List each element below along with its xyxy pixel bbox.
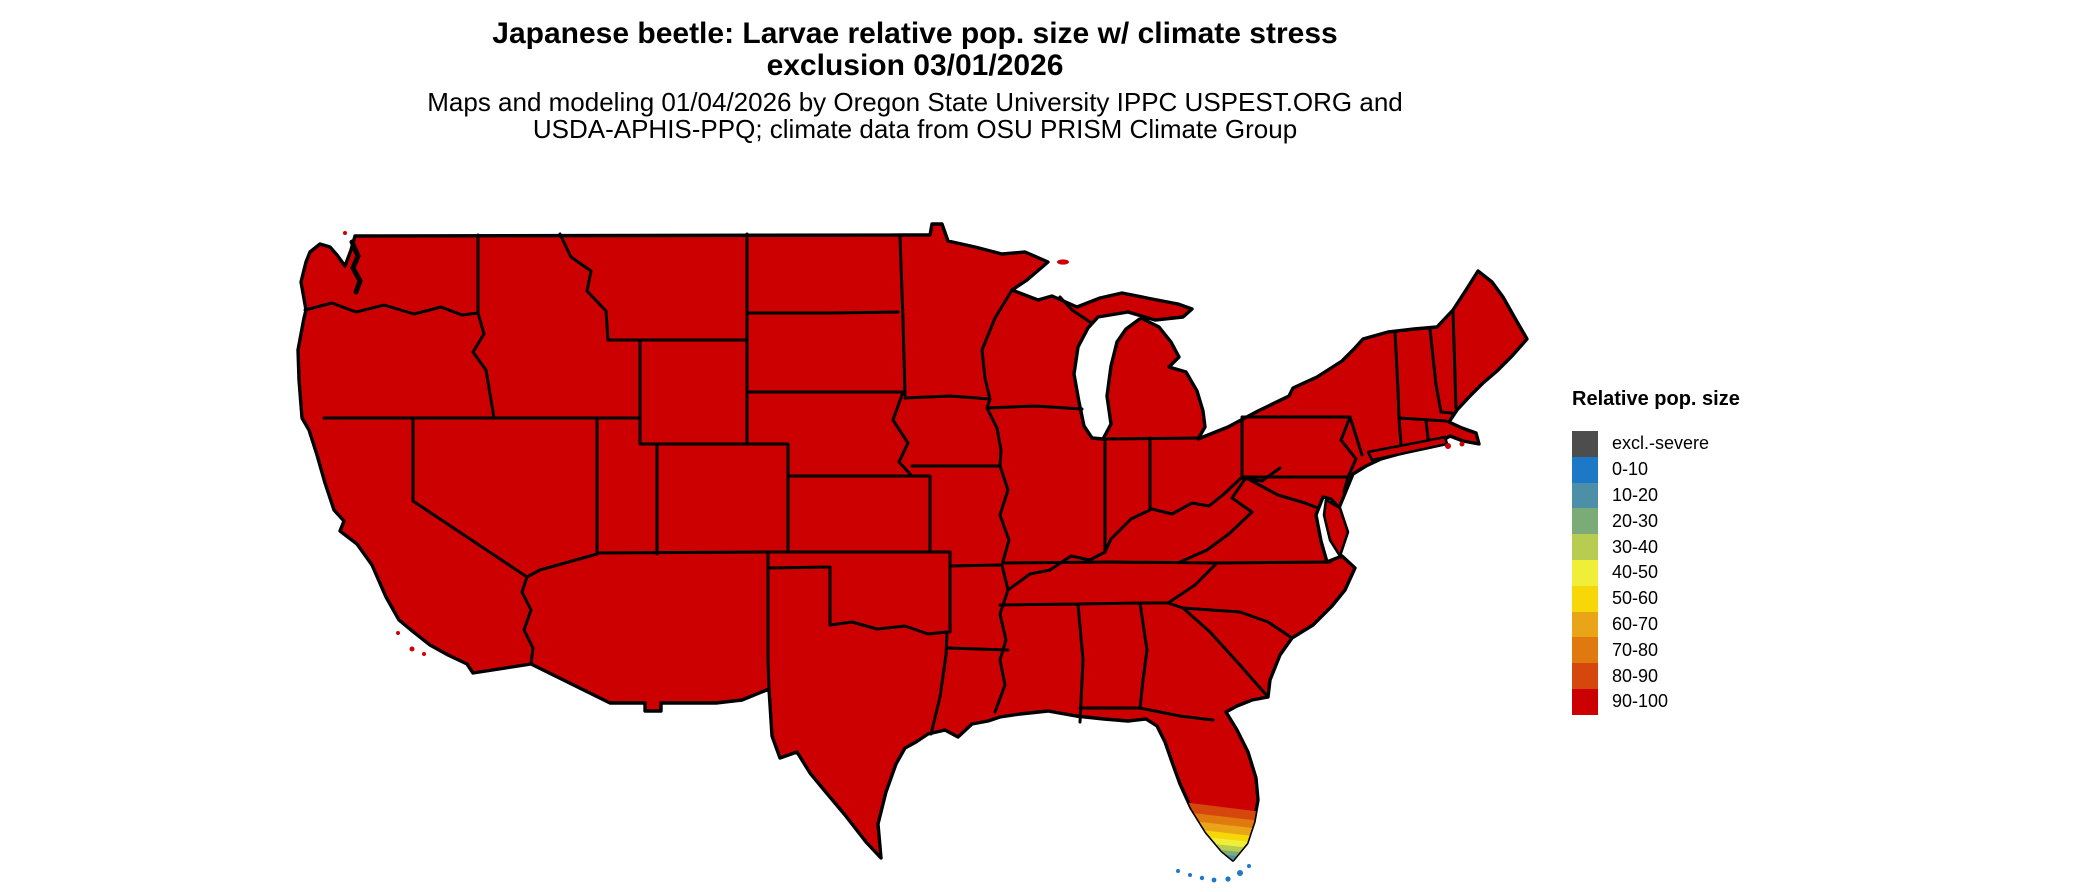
legend-items: excl.-severe 0-10 10-20 20-30 30-40 40-5… <box>1572 431 1709 715</box>
legend-swatch-70-80 <box>1572 637 1598 664</box>
legend-row: 50-60 <box>1572 585 1709 612</box>
legend-label: excl.-severe <box>1612 433 1710 454</box>
band-80-90 <box>1150 798 1270 860</box>
band-0-10 <box>1150 853 1270 860</box>
legend-label: 30-40 <box>1612 536 1659 557</box>
band-30-40 <box>1150 837 1270 860</box>
legend-label: 70-80 <box>1612 639 1659 660</box>
legend-label: 80-90 <box>1612 665 1659 686</box>
legend-swatch-50-60 <box>1572 585 1598 612</box>
legend-row: 0-10 <box>1572 456 1709 483</box>
florida-keys-dots <box>1176 864 1251 883</box>
legend-label: 60-70 <box>1612 613 1659 634</box>
band-50-60 <box>1150 824 1270 860</box>
legend-label: 10-20 <box>1612 484 1659 505</box>
legend-row: 80-90 <box>1572 663 1709 689</box>
legend-label: 50-60 <box>1612 588 1659 609</box>
legend-swatch-30-40 <box>1572 534 1598 560</box>
legend-row: 60-70 <box>1572 611 1709 638</box>
legend-swatch-80-90 <box>1572 663 1598 689</box>
state-borders <box>303 232 1458 736</box>
figure-title-line2: exclusion 03/01/2026 <box>766 49 1064 82</box>
legend-swatch-90-100 <box>1572 688 1598 715</box>
legend-swatch-40-50 <box>1572 559 1598 586</box>
legend-swatch-10-20 <box>1572 482 1598 509</box>
legend-row: 10-20 <box>1572 482 1709 509</box>
legend-row: 70-80 <box>1572 637 1709 664</box>
legend-swatch-excl-severe <box>1572 431 1598 457</box>
legend-swatch-20-30 <box>1572 508 1598 535</box>
figure-title-line1: Japanese beetle: Larvae relative pop. si… <box>492 17 1338 50</box>
figure-subtitle-line2: USDA-APHIS-PPQ; climate data from OSU PR… <box>532 114 1298 144</box>
puget-sound-inlet <box>349 239 363 295</box>
florida-gradient-bands <box>1150 798 1270 860</box>
legend-row: excl.-severe <box>1572 431 1709 457</box>
coastal-islands <box>343 231 1465 656</box>
band-40-50 <box>1150 831 1270 860</box>
legend-row: 20-30 <box>1572 508 1709 535</box>
legend-row: 40-50 <box>1572 559 1709 586</box>
delmarva-peninsula <box>1322 498 1350 558</box>
legend-label: 90-100 <box>1612 691 1669 712</box>
legend-label: 40-50 <box>1612 562 1659 583</box>
legend-row: 90-100 <box>1572 688 1709 715</box>
legend-label: 0-10 <box>1612 459 1649 480</box>
legend-label: 20-30 <box>1612 510 1659 531</box>
conus-landmass <box>296 222 1529 862</box>
band-20-30 <box>1150 843 1270 860</box>
figure-subtitle: Maps and modeling 01/04/2026 by Oregon S… <box>0 89 1830 143</box>
legend: Relative pop. size excl.-severe 0-10 10-… <box>1572 388 1740 715</box>
legend-swatch-60-70 <box>1572 611 1598 638</box>
legend-swatch-0-10 <box>1572 456 1598 483</box>
band-70-80 <box>1150 808 1270 860</box>
band-10-20 <box>1150 848 1270 860</box>
legend-title: Relative pop. size <box>1572 388 1740 410</box>
figure-title: Japanese beetle: Larvae relative pop. si… <box>0 18 1830 82</box>
legend-row: 30-40 <box>1572 534 1709 560</box>
figure-subtitle-line1: Maps and modeling 01/04/2026 by Oregon S… <box>427 87 1403 117</box>
